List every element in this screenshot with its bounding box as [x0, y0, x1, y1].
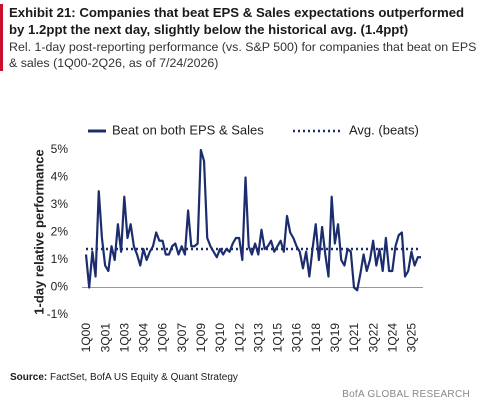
- source: Source: FactSet, BofA US Equity & Quant …: [10, 372, 238, 383]
- x-tick-label: 3Q13: [251, 323, 265, 353]
- brand: BofA GLOBAL RESEARCH: [342, 389, 470, 400]
- x-tick-label: 1Q18: [309, 323, 323, 353]
- legend-label: Avg. (beats): [349, 122, 419, 137]
- y-axis-title: 1-day relative performance: [31, 149, 46, 314]
- y-tick-label: 0%: [51, 280, 69, 294]
- x-tick-label: 1Q15: [271, 323, 285, 353]
- y-tick-label: 2%: [51, 225, 69, 239]
- y-tick-label: 3%: [51, 197, 69, 211]
- legend-label: Beat on both EPS & Sales: [112, 122, 264, 137]
- source-text: FactSet, BofA US Equity & Quant Strategy: [50, 372, 238, 383]
- x-tick-label: 1Q24: [385, 323, 399, 353]
- x-tick-label: 3Q01: [98, 323, 112, 353]
- x-tick-label: 1Q21: [347, 323, 361, 353]
- x-tick-label: 1Q00: [79, 323, 93, 353]
- x-tick-label: 1Q06: [156, 323, 170, 353]
- y-tick-label: 1%: [51, 252, 69, 266]
- x-tick-label: 3Q16: [290, 323, 304, 353]
- x-tick-label: 1Q03: [117, 323, 131, 353]
- x-tick-label: 3Q22: [366, 323, 380, 353]
- chart-subtitle: Rel. 1-day post-reporting performance (v…: [9, 40, 477, 70]
- x-tick-label: 1Q09: [194, 323, 208, 353]
- x-tick-label: 1Q12: [232, 323, 246, 353]
- y-tick-label: 5%: [51, 142, 69, 156]
- source-label: Source:: [10, 372, 48, 383]
- x-tick-label: 3Q25: [405, 323, 419, 353]
- x-tick-label: 3Q04: [137, 323, 151, 353]
- x-tick-label: 3Q10: [213, 323, 227, 353]
- y-tick-label: 4%: [51, 170, 69, 184]
- chart: 1-day relative performance -1% 0% 1% 2% 3% 4%…: [31, 122, 423, 353]
- y-tick-label: -1%: [47, 307, 69, 321]
- x-tick-label: 3Q19: [328, 323, 342, 353]
- x-tick-label: 3Q07: [175, 323, 189, 353]
- chart-title: Exhibit 21: Companies that beat EPS & Sa…: [9, 5, 465, 37]
- data-line: [84, 148, 421, 292]
- header: Exhibit 21: Companies that beat EPS & Sa…: [0, 4, 479, 71]
